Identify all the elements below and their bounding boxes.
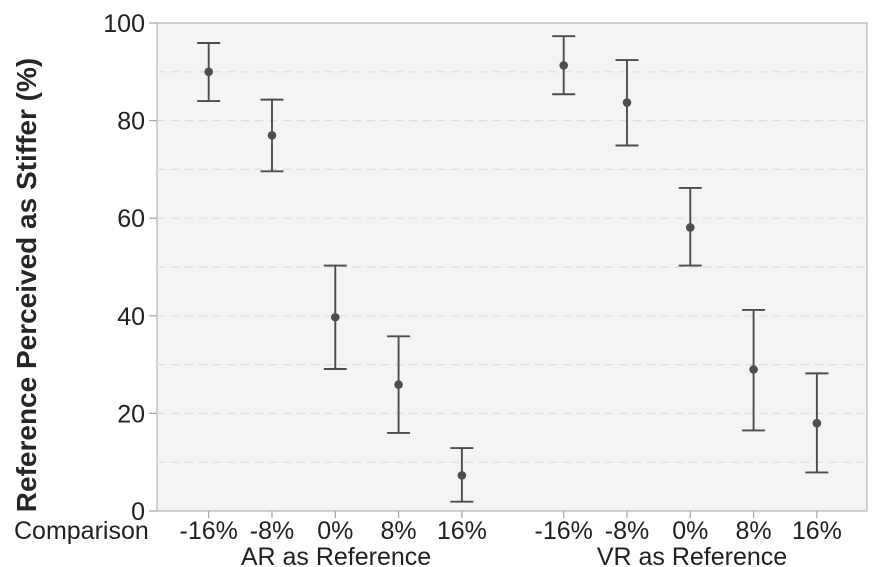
x-tick-label: 8% (381, 517, 417, 545)
y-tick-label: 0 (131, 498, 145, 526)
mean-dot (394, 380, 403, 389)
x-tick-label: 0% (672, 517, 708, 545)
x-tick-label: -8% (250, 517, 294, 545)
y-tick-label: 40 (117, 303, 145, 331)
x-tick-label: -16% (180, 517, 238, 545)
y-tick-label: 60 (117, 205, 145, 233)
mean-dot (685, 223, 695, 232)
y-tick-label: 100 (103, 10, 145, 38)
mean-dot (457, 471, 467, 480)
x-axis-prefix-label: Comparison (14, 517, 149, 545)
x-tick-label: -16% (535, 517, 593, 545)
mean-dot (204, 67, 213, 77)
x-tick-label: 16% (437, 517, 487, 545)
mean-dot (267, 130, 277, 140)
x-tick-label: 0% (317, 517, 353, 545)
x-tick-label: -8% (605, 517, 649, 545)
mean-dot (749, 365, 758, 374)
x-tick-label: 8% (736, 517, 772, 545)
group-label-ar: AR as Reference (241, 543, 431, 567)
group-label-vr: VR as Reference (597, 543, 787, 567)
y-tick-label: 20 (117, 400, 145, 428)
y-tick-label: 80 (117, 108, 145, 136)
y-axis-title: Reference Perceived as Stiffer (%) (11, 58, 42, 512)
plot-layer: 0 20 40 60 80 100 -16% -8% 0% 8% 16% -16% -8% 0% 8% 16% (103, 10, 868, 545)
x-tick-label: 16% (792, 517, 842, 545)
mean-dot (812, 418, 822, 428)
mean-dot (559, 61, 568, 70)
mean-dot (330, 312, 340, 322)
mean-dot (622, 98, 632, 107)
